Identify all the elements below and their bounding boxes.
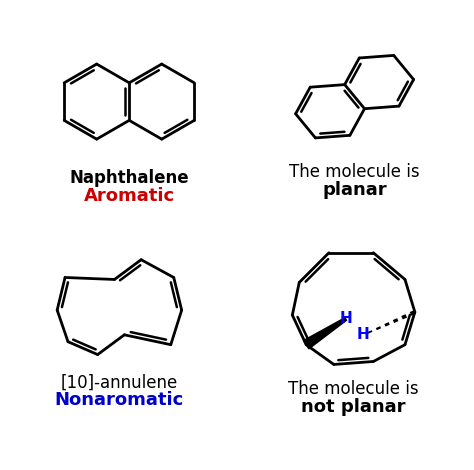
Text: H: H <box>357 327 370 342</box>
Polygon shape <box>303 318 346 349</box>
Text: Naphthalene: Naphthalene <box>69 169 189 187</box>
Text: The molecule is: The molecule is <box>288 380 419 398</box>
Text: not planar: not planar <box>301 398 406 416</box>
Text: Nonaromatic: Nonaromatic <box>55 391 184 409</box>
Text: planar: planar <box>322 180 387 199</box>
Text: H: H <box>339 312 352 327</box>
Text: The molecule is: The molecule is <box>289 163 420 181</box>
Text: [10]-annulene: [10]-annulene <box>61 373 178 392</box>
Text: Aromatic: Aromatic <box>83 187 175 204</box>
